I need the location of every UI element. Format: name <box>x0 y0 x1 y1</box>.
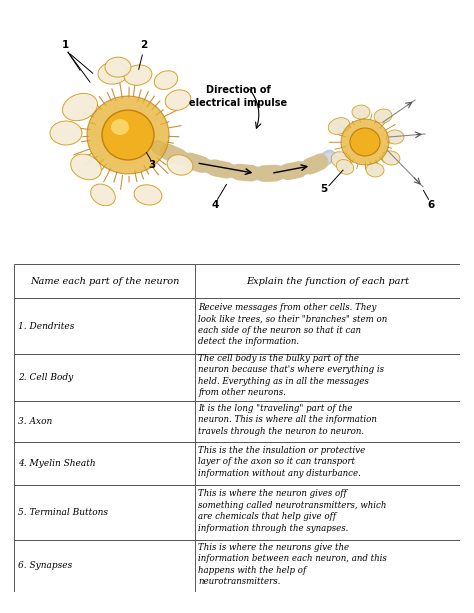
Ellipse shape <box>167 154 193 175</box>
Bar <box>14 264 460 299</box>
Ellipse shape <box>165 90 191 110</box>
Ellipse shape <box>124 65 152 85</box>
Ellipse shape <box>155 70 178 89</box>
Text: It is the long "traveling" part of the
neuron. This is where all the information: It is the long "traveling" part of the n… <box>198 404 377 436</box>
Text: 4. Myelin Sheath: 4. Myelin Sheath <box>18 459 95 468</box>
Ellipse shape <box>105 57 131 77</box>
Ellipse shape <box>331 151 351 168</box>
Ellipse shape <box>98 62 128 84</box>
Ellipse shape <box>337 159 354 174</box>
Ellipse shape <box>102 110 154 160</box>
Text: 1: 1 <box>62 40 69 50</box>
Bar <box>14 354 460 401</box>
Text: 1. Dendrites: 1. Dendrites <box>18 322 74 330</box>
Text: The cell body is the bulky part of the
neuron because that's where everything is: The cell body is the bulky part of the n… <box>198 354 384 397</box>
Text: Direction of
electrical impulse: Direction of electrical impulse <box>189 85 287 109</box>
Ellipse shape <box>350 128 380 156</box>
Text: 3. Axon: 3. Axon <box>18 417 52 426</box>
Ellipse shape <box>50 121 82 145</box>
Text: 5: 5 <box>320 184 327 194</box>
Bar <box>14 485 460 540</box>
Ellipse shape <box>134 185 162 205</box>
Text: Explain the function of each part: Explain the function of each part <box>246 276 409 286</box>
Bar <box>14 401 460 442</box>
Text: This is where the neurons give the
information between each neuron, and this
hap: This is where the neurons give the infor… <box>198 543 387 586</box>
Ellipse shape <box>87 96 169 174</box>
Ellipse shape <box>111 119 129 135</box>
Text: 3: 3 <box>148 160 155 170</box>
Ellipse shape <box>374 109 392 123</box>
Text: 5. Terminal Buttons: 5. Terminal Buttons <box>18 508 108 517</box>
Bar <box>14 299 460 354</box>
Text: Receive messages from other cells. They
look like trees, so their "branches" ste: Receive messages from other cells. They … <box>198 303 387 346</box>
Text: Name each part of the neuron: Name each part of the neuron <box>30 276 179 286</box>
Ellipse shape <box>366 163 384 177</box>
Bar <box>14 540 460 592</box>
Ellipse shape <box>71 154 101 180</box>
Text: 6: 6 <box>427 200 434 210</box>
Ellipse shape <box>341 119 389 165</box>
Ellipse shape <box>63 93 98 121</box>
Ellipse shape <box>386 130 404 144</box>
Text: This is the the insulation or protective
layer of the axon so it can transport
i: This is the the insulation or protective… <box>198 446 365 478</box>
Ellipse shape <box>328 118 350 134</box>
Ellipse shape <box>91 184 115 206</box>
Text: 4: 4 <box>212 200 219 210</box>
Text: 6. Synapses: 6. Synapses <box>18 562 72 571</box>
Ellipse shape <box>382 151 400 165</box>
Ellipse shape <box>352 105 370 119</box>
Text: 2: 2 <box>140 40 147 50</box>
Text: 2. Cell Body: 2. Cell Body <box>18 373 73 382</box>
Text: This is where the neuron gives off
something called neurotransmitters, which
are: This is where the neuron gives off somet… <box>198 489 387 533</box>
Bar <box>14 442 460 485</box>
